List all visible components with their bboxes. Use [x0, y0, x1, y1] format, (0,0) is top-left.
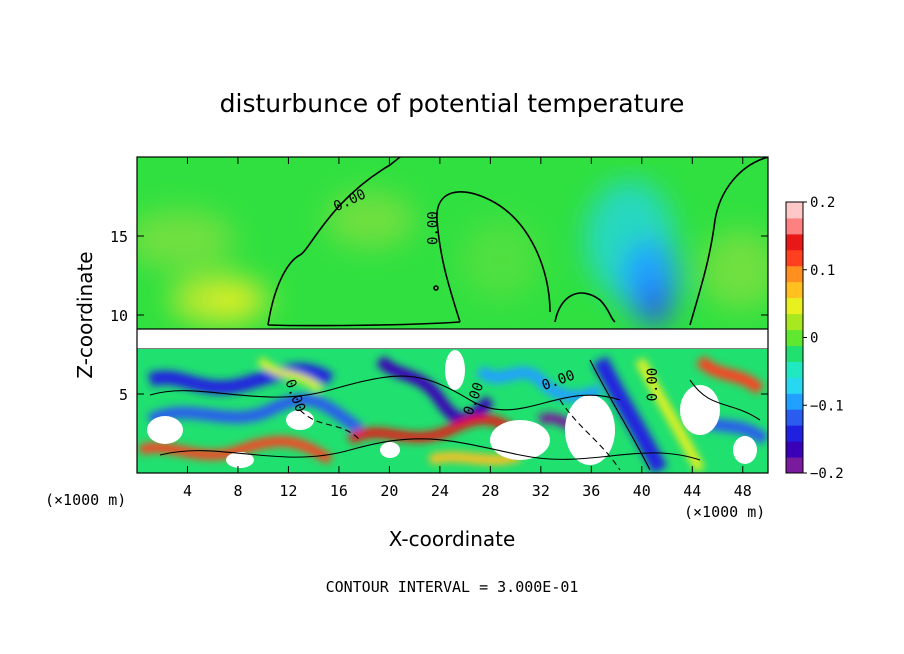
x-tick-label: 28 [481, 482, 499, 500]
colorbar-tick-label: 0.1 [810, 263, 835, 279]
y-tick-label: 15 [110, 228, 128, 246]
colorbar-swatch [786, 233, 803, 251]
colorbar-swatch [786, 361, 803, 378]
colorbar-swatch [786, 297, 803, 315]
band-separator [137, 329, 768, 349]
contour-interval-note: CONTOUR INTERVAL = 3.000E-01 [326, 578, 579, 596]
contour-label: 0.00 [425, 211, 441, 245]
y-tick-label: 5 [119, 386, 128, 404]
x-tick-label: 24 [431, 482, 449, 500]
x-axis: 4 8 12 16 20 24 28 32 36 40 44 48 [183, 157, 752, 500]
x-tick-label: 44 [683, 482, 701, 500]
x-tick-label: 16 [330, 482, 348, 500]
x-tick-label: 20 [380, 482, 398, 500]
colorbar-swatch [786, 393, 803, 410]
plot-area [137, 157, 768, 473]
colorbar-ticks: 0.2 0.1 0 −0.1 −0.2 [803, 195, 844, 482]
colorbar-tick-label: 0.2 [810, 195, 835, 211]
lower-field [137, 349, 768, 473]
upper-field [137, 180, 768, 327]
colorbar-swatch [786, 313, 803, 331]
colorbar [786, 202, 803, 474]
x-unit-left: (×1000 m) [45, 491, 126, 509]
colorbar-swatch [786, 345, 803, 362]
zero-contour-lines [267, 157, 768, 327]
colorbar-tick-label: −0.1 [810, 398, 844, 414]
colorbar-swatch [786, 329, 803, 346]
x-tick-label: 12 [279, 482, 297, 500]
colorbar-swatch [786, 202, 803, 219]
x-unit-right: (×1000 m) [684, 503, 765, 521]
colorbar-swatch [786, 249, 803, 267]
x-tick-label: 36 [582, 482, 600, 500]
colorbar-swatch [786, 281, 803, 299]
y-axis: 5 10 15 [110, 228, 768, 404]
colorbar-tick-label: −0.2 [810, 466, 844, 482]
x-tick-label: 40 [633, 482, 651, 500]
x-tick-label: 32 [532, 482, 550, 500]
x-axis-label: X-coordinate [389, 527, 516, 551]
y-axis-label: Z-coordinate [73, 251, 97, 378]
colorbar-swatch [786, 265, 803, 283]
contour-label: 0.00 [645, 368, 661, 402]
colorbar-swatch [786, 425, 803, 442]
x-tick-label: 4 [183, 482, 192, 500]
colorbar-swatch [786, 409, 803, 426]
colorbar-swatch [786, 217, 803, 235]
chart-title: disturbunce of potential temperature [220, 89, 685, 118]
colorbar-swatch [786, 441, 803, 458]
colorbar-swatch [786, 377, 803, 394]
y-tick-label: 10 [110, 307, 128, 325]
colorbar-swatch [786, 457, 803, 474]
x-tick-label: 8 [233, 482, 242, 500]
colorbar-tick-label: 0 [810, 331, 818, 347]
x-tick-label: 48 [734, 482, 752, 500]
